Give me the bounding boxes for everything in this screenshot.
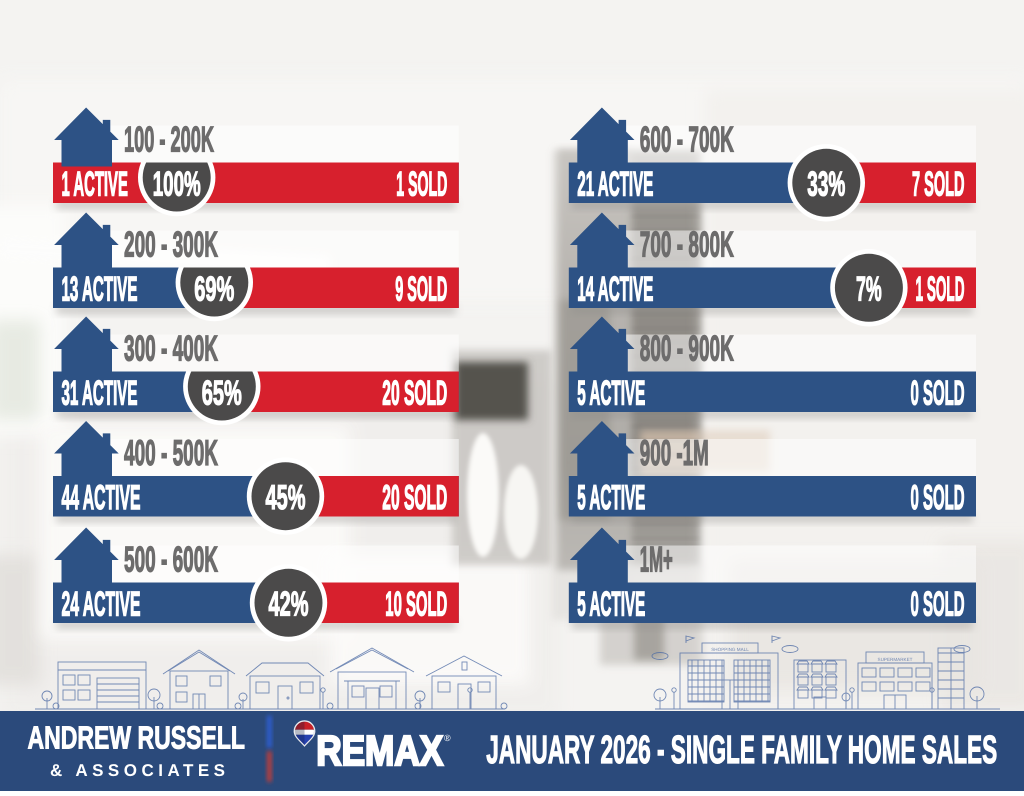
svg-text:42%: 42% (269, 586, 309, 624)
svg-text:REMAX: REMAX (316, 727, 443, 774)
svg-text:65%: 65% (202, 375, 242, 413)
svg-text:45%: 45% (266, 479, 306, 517)
svg-text:5 ACTIVE: 5 ACTIVE (577, 479, 645, 517)
svg-text:0 SOLD: 0 SOLD (911, 479, 965, 517)
svg-text:100%: 100% (153, 166, 201, 204)
svg-text:900 -1M: 900 -1M (640, 432, 709, 473)
svg-text:400 - 500K: 400 - 500K (124, 432, 218, 473)
svg-text:13 ACTIVE: 13 ACTIVE (62, 271, 138, 309)
svg-text:1 SOLD: 1 SOLD (396, 166, 447, 204)
svg-text:5 ACTIVE: 5 ACTIVE (577, 375, 645, 413)
svg-text:600 - 700K: 600 - 700K (640, 119, 734, 160)
svg-text:20 SOLD: 20 SOLD (382, 375, 447, 413)
svg-text:800 - 900K: 800 - 900K (640, 328, 734, 369)
svg-text:1 SOLD: 1 SOLD (916, 271, 965, 309)
svg-text:44 ACTIVE: 44 ACTIVE (62, 479, 141, 517)
svg-text:7 SOLD: 7 SOLD (912, 166, 965, 204)
svg-text:®: ® (444, 733, 451, 743)
svg-text:200 - 300K: 200 - 300K (124, 224, 218, 265)
svg-text:0 SOLD: 0 SOLD (911, 375, 965, 413)
svg-text:7%: 7% (856, 271, 882, 309)
svg-text:300 - 400K: 300 - 400K (124, 328, 218, 369)
svg-text:20 SOLD: 20 SOLD (382, 479, 447, 517)
svg-text:21 ACTIVE: 21 ACTIVE (577, 166, 653, 204)
svg-text:9 SOLD: 9 SOLD (395, 271, 447, 309)
svg-text:1 ACTIVE: 1 ACTIVE (62, 166, 128, 204)
svg-text:0 SOLD: 0 SOLD (911, 586, 965, 624)
svg-text:100 - 200K: 100 - 200K (124, 119, 214, 160)
svg-text:500 - 600K: 500 - 600K (124, 539, 218, 580)
svg-text:33%: 33% (807, 166, 845, 204)
svg-text:700 - 800K: 700 - 800K (640, 224, 734, 265)
svg-text:24 ACTIVE: 24 ACTIVE (62, 586, 141, 624)
svg-text:SHOPPING MALL: SHOPPING MALL (711, 647, 749, 652)
svg-text:31 ACTIVE: 31 ACTIVE (62, 375, 138, 413)
svg-text:69%: 69% (194, 271, 234, 309)
svg-text:10 SOLD: 10 SOLD (385, 586, 447, 624)
svg-text:1M+: 1M+ (640, 539, 673, 580)
svg-text:ANDREW RUSSELL: ANDREW RUSSELL (28, 720, 246, 756)
svg-text:SUPERMARKET: SUPERMARKET (878, 657, 913, 662)
svg-text:JANUARY 2026 - SINGLE FAMILY: JANUARY 2026 - SINGLE FAMILY HOME SALES (486, 728, 997, 772)
svg-text:14 ACTIVE: 14 ACTIVE (577, 271, 653, 309)
svg-text:5 ACTIVE: 5 ACTIVE (577, 586, 645, 624)
